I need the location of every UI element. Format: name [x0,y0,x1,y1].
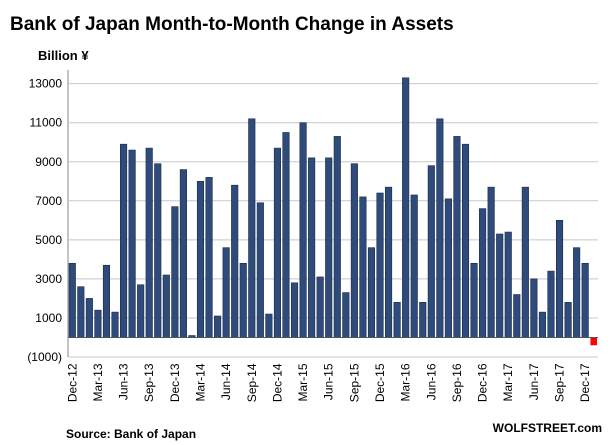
bar [265,313,273,338]
credit: WOLFSTREET.com [493,421,602,435]
bar [573,247,581,338]
source: Source: Bank of Japan [66,427,196,441]
bar [68,262,76,338]
y-tick-label: (1000) [27,350,62,364]
x-tick-label: Dec-15 [373,363,387,402]
y-tick-label: 3000 [35,272,62,286]
bar [513,294,521,338]
bar [555,220,564,338]
bar [470,262,478,338]
x-tick-label: Mar-14 [194,363,208,401]
y-tick-label: 7000 [35,194,62,208]
x-tick-label: Sep-17 [553,363,567,402]
bar [590,337,597,346]
bar [154,163,162,338]
bar [479,208,487,338]
x-tick-label: Mar-13 [91,363,105,401]
bar [256,202,264,338]
y-tick-label: 9000 [35,155,62,169]
bar [461,143,470,338]
x-tick-label: Dec-14 [270,363,284,402]
x-tick-label: Dec-17 [578,363,592,402]
bar [128,149,136,338]
bar [504,231,512,338]
y-tick-label: 13000 [29,77,63,91]
bar [487,186,495,338]
bar [77,286,85,338]
bar [196,180,205,338]
x-tick-label: Sep-13 [142,363,156,402]
bar [359,196,367,338]
bar [342,292,350,338]
x-tick-label: Sep-16 [450,363,464,402]
bar [538,311,546,338]
bar [282,132,290,338]
x-tick-label: Sep-14 [245,363,259,402]
bar [179,169,187,338]
bar [299,122,307,338]
x-tick-label: Jun-13 [117,363,131,400]
bar [350,163,358,338]
bar [111,311,119,338]
bar [436,118,444,338]
bar [85,298,93,338]
x-tick-label: Mar-17 [501,363,515,401]
bar [444,198,452,338]
x-tick-label: Dec-12 [65,363,79,402]
y-tick-label: 11000 [30,116,63,130]
bar [427,165,435,338]
y-tick-label: 5000 [35,233,62,247]
bar [316,276,324,338]
bar [94,309,102,338]
bar [137,284,145,338]
bar [496,233,504,338]
x-tick-label: Sep-15 [347,363,361,402]
bar [308,157,316,338]
x-tick-label: Jun-15 [322,363,336,400]
x-tick-label: Mar-16 [399,363,413,401]
bar [547,270,555,338]
bar [402,77,410,338]
bar [145,147,153,338]
bar [248,118,256,338]
y-axis-label: Billion ¥ [38,48,89,63]
bar [581,262,589,338]
y-tick-label: 1000 [35,311,62,325]
x-tick-label: Jun-17 [527,363,541,400]
bar [231,184,239,338]
x-tick-label: Mar-15 [296,363,310,401]
bar [325,157,333,338]
bar [239,262,247,338]
x-tick-label: Dec-16 [476,363,490,402]
bar [393,302,401,338]
bar [376,192,384,338]
bar [530,278,538,338]
bar [290,282,299,338]
x-tick-label: Dec-13 [168,363,182,402]
bar [120,143,128,338]
bar [521,186,529,338]
bar [333,136,341,338]
bar [214,315,222,338]
bar [410,194,418,338]
bar [222,247,230,338]
bar [419,302,427,338]
bar [273,147,281,338]
bar [367,247,376,338]
bar [385,186,393,338]
bar [171,206,179,338]
x-tick-label: Jun-14 [219,363,233,400]
bar [102,264,111,338]
x-tick-label: Jun-16 [424,363,438,400]
chart-title: Bank of Japan Month-to-Month Change in A… [10,14,454,35]
bar [162,274,170,338]
bar [453,136,461,338]
bar [564,302,572,338]
bar [205,177,213,338]
